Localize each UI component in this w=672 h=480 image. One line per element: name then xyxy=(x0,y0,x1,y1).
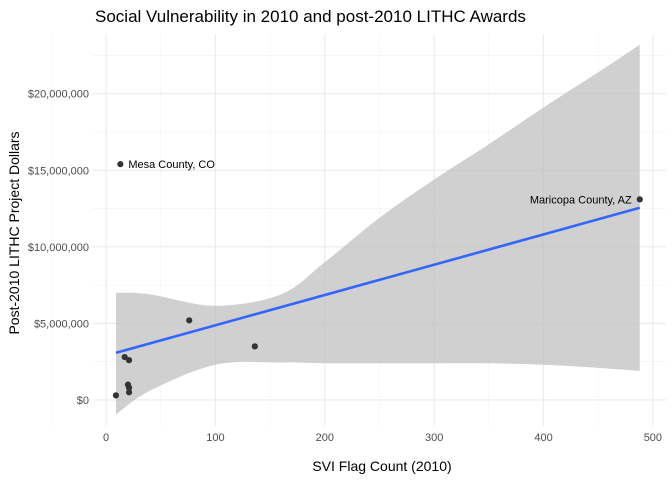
data-point xyxy=(117,161,124,168)
data-point xyxy=(125,389,133,396)
point-annotation-label: Maricopa County, AZ xyxy=(530,194,632,206)
y-axis-title: Post-2010 LITHC Project Dollars xyxy=(6,131,22,334)
y-tick-label: $10,000,000 xyxy=(28,242,89,254)
x-tick-label: 100 xyxy=(206,432,224,444)
data-point xyxy=(121,353,128,361)
data-point xyxy=(636,196,643,203)
x-tick-label: 300 xyxy=(425,432,443,444)
x-tick-label: 500 xyxy=(644,432,662,444)
x-tick-label: 400 xyxy=(534,432,552,444)
x-axis-tick-labels: 0 100 200 300 400 500 xyxy=(103,432,662,444)
y-axis-tick-labels: $0 $5,000,000 $10,000,000 $15,000,000 $20,00… xyxy=(28,89,89,407)
confidence-band xyxy=(115,44,640,415)
point-annotation-label: Mesa County, CO xyxy=(128,159,215,171)
y-tick-label: $0 xyxy=(77,395,89,407)
data-point xyxy=(125,384,133,391)
chart-title: Social Vulnerability in 2010 and post-20… xyxy=(95,7,526,26)
x-tick-label: 0 xyxy=(103,432,109,444)
y-tick-label: $20,000,000 xyxy=(28,89,89,101)
x-axis-title: SVI Flag Count (2010) xyxy=(312,458,451,474)
data-point xyxy=(186,317,193,324)
x-tick-label: 200 xyxy=(316,432,334,444)
data-point xyxy=(112,392,120,399)
data-point xyxy=(251,343,258,350)
data-points xyxy=(112,161,643,399)
point-annotations: Mesa County, CO Maricopa County, AZ xyxy=(128,159,632,206)
y-tick-label: $5,000,000 xyxy=(34,318,89,330)
regression-line xyxy=(115,206,641,355)
data-point xyxy=(125,357,133,364)
y-tick-label: $15,000,000 xyxy=(28,165,89,177)
